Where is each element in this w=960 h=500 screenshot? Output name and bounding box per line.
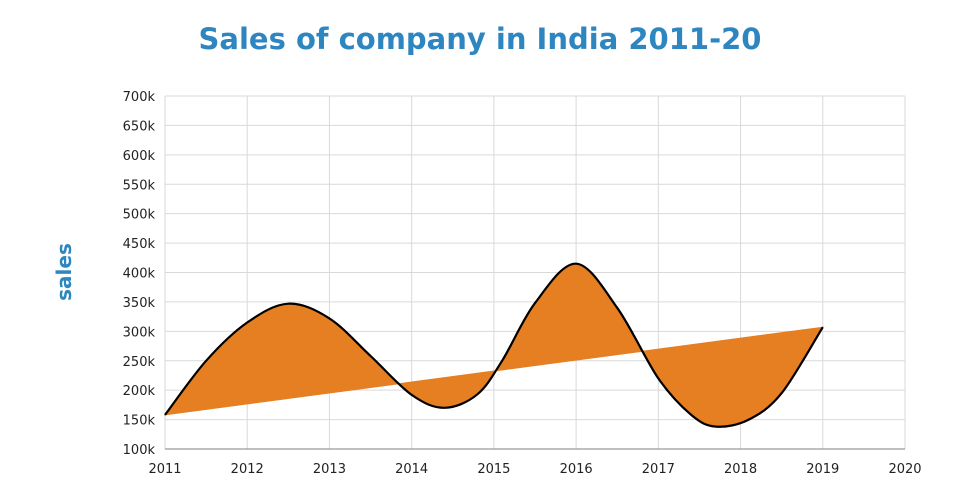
y-tick-label: 550k xyxy=(123,178,156,193)
y-tick-label: 600k xyxy=(123,149,156,164)
x-tick-label: 2017 xyxy=(642,462,675,477)
x-tick-label: 2014 xyxy=(395,462,428,477)
x-tick-label: 2013 xyxy=(313,462,346,477)
y-tick-label: 100k xyxy=(123,443,156,458)
y-tick-label: 200k xyxy=(123,384,156,399)
y-tick-label: 250k xyxy=(123,355,156,370)
x-tick-label: 2011 xyxy=(148,462,181,477)
y-tick-label: 450k xyxy=(123,237,156,252)
x-tick-label: 2015 xyxy=(477,462,510,477)
x-axis-ticks: 2011 2012 2013 2014 2015 2016 2017 2018 2019 2020 xyxy=(148,462,921,477)
y-axis-ticks: 100k 150k 200k 250k 300k 350k 400k 450k 500k 550k… xyxy=(123,90,156,458)
y-tick-label: 150k xyxy=(123,414,156,429)
x-tick-label: 2019 xyxy=(806,462,839,477)
chart-title: Sales of company in India 2011-20 xyxy=(198,22,762,56)
x-tick-label: 2018 xyxy=(724,462,757,477)
y-tick-label: 700k xyxy=(123,90,156,105)
x-tick-label: 2012 xyxy=(231,462,264,477)
y-tick-label: 350k xyxy=(123,296,156,311)
x-tick-label: 2016 xyxy=(560,462,593,477)
series-line xyxy=(164,262,824,428)
y-tick-label: 400k xyxy=(123,267,156,282)
y-tick-label: 650k xyxy=(123,119,156,134)
x-tick-label: 2020 xyxy=(888,462,921,477)
y-tick-label: 500k xyxy=(123,208,156,223)
series-lines xyxy=(164,262,824,428)
y-tick-label: 300k xyxy=(123,325,156,340)
